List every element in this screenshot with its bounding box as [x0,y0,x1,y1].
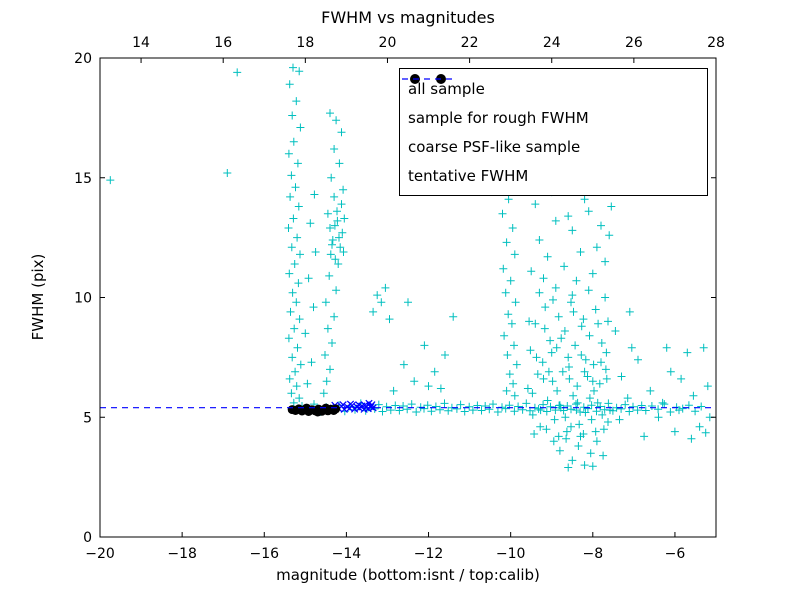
tick-label: −12 [414,546,444,562]
legend-item-coarse-psf: coarse PSF-like sample [408,74,699,161]
tick-label: 14 [132,35,150,51]
data-markers [100,63,716,472]
tick-label: −16 [249,546,279,562]
coarse-psf-points [287,403,341,417]
tick-label: 24 [543,35,561,51]
legend-item-rough-fwhm: sample for rough FWHM [408,75,699,132]
tick-label: −14 [332,546,362,562]
y-axis-label: FWHM (pix) [29,253,47,341]
tick-label: 22 [461,35,479,51]
legend: all sample sample for rough FWHM coarse … [399,68,708,196]
tick-label: 16 [214,35,232,51]
legend-label: coarse PSF-like sample [408,137,581,156]
tick-label: −18 [167,546,197,562]
tick-label: 0 [83,530,92,546]
tick-label: −10 [496,546,526,562]
tick-label: −8 [582,546,603,562]
legend-label: tentative FWHM [408,166,529,185]
tick-label: 28 [707,35,725,51]
legend-item-tentative-fwhm: tentative FWHM [402,78,699,190]
tick-label: 5 [83,410,92,426]
legend-label: sample for rough FWHM [408,108,589,127]
x-axis-label: magnitude (bottom:isnt / top:calib) [276,566,540,584]
tick-label: 10 [74,291,92,307]
tick-label: 18 [296,35,314,51]
dashed-line-icon [402,78,454,80]
chart-title: FWHM vs magnitudes [321,8,495,27]
tick-label: 15 [74,171,92,187]
tick-label: 20 [74,51,92,67]
legend-label: all sample [408,79,485,98]
axis-ticks: −20 −18 −16 −14 −12 −10 −8 −6 14 16 18 20 22 24 26 28 0 5… [74,35,725,562]
tick-label: −20 [85,546,115,562]
tick-label: −6 [665,546,686,562]
tick-label: 20 [379,35,397,51]
tick-label: 26 [625,35,643,51]
